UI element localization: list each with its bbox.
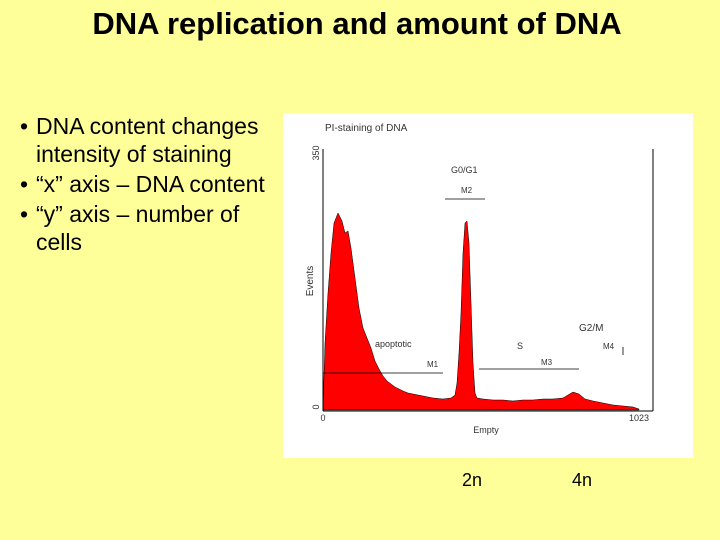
bullet-text: “x” axis – DNA content	[36, 171, 265, 197]
region-label-g2m: G2/M	[579, 323, 603, 334]
y-axis-label: Events	[305, 266, 316, 297]
label-4n: 4n	[571, 470, 593, 490]
histogram-figure: PI-staining of DNA 350 0 Events 0 1023 E…	[283, 113, 693, 458]
y-max-label: 350	[311, 145, 321, 160]
bullet-text: DNA content changes intensity of stainin…	[36, 113, 259, 167]
region-label-m1: M1	[427, 360, 439, 369]
bullet-dot-icon: •	[20, 201, 29, 227]
x-min-label: 0	[320, 413, 325, 423]
label-2n: 2n	[461, 470, 483, 490]
region-label-m2: M2	[461, 186, 473, 195]
x-axis-label: Empty	[473, 425, 499, 435]
region-label-m4: M4	[603, 342, 615, 351]
region-label-m3: M3	[541, 358, 553, 367]
bullet-item: • “y” axis – number of cells	[20, 200, 288, 256]
region-label-apoptotic: apoptotic	[375, 339, 412, 349]
x-max-label: 1023	[629, 413, 649, 423]
bullet-text: “y” axis – number of cells	[36, 201, 240, 255]
bullet-item: • DNA content changes intensity of stain…	[20, 112, 288, 168]
histogram-svg: PI-staining of DNA 350 0 Events 0 1023 E…	[305, 123, 654, 435]
figure-title: PI-staining of DNA	[325, 123, 408, 134]
region-label-g0g1: G0/G1	[451, 165, 478, 175]
bullet-item: • “x” axis – DNA content	[20, 170, 288, 198]
bullet-dot-icon: •	[20, 113, 29, 139]
histogram-area	[322, 212, 640, 411]
region-label-s: S	[517, 341, 523, 351]
bullet-dot-icon: •	[20, 171, 29, 197]
y-min-label: 0	[311, 404, 321, 409]
slide-title: DNA replication and amount of DNA	[92, 6, 622, 41]
bullet-list: • DNA content changes intensity of stain…	[20, 112, 288, 258]
